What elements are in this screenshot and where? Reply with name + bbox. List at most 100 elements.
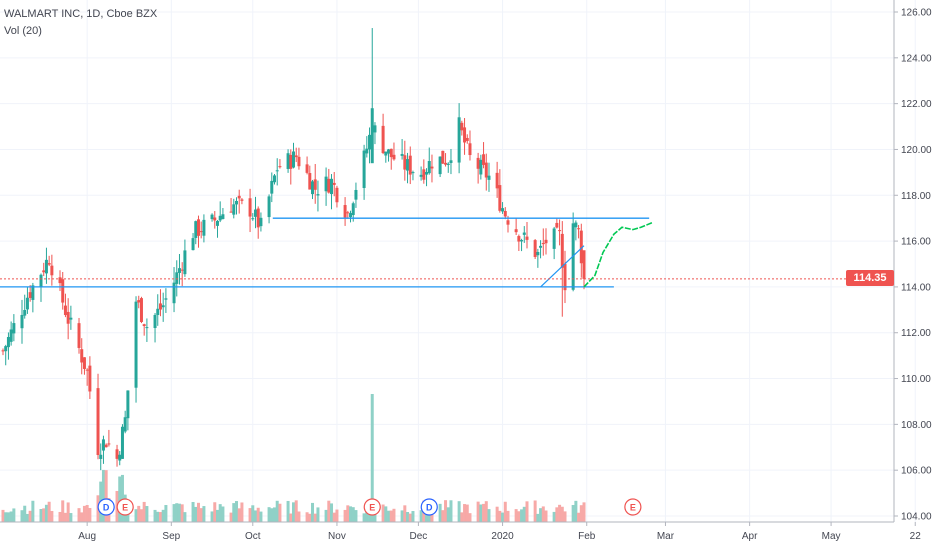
volume-bar bbox=[441, 510, 445, 522]
candle-body bbox=[248, 198, 252, 217]
volume-bar bbox=[316, 507, 320, 522]
volume-bar bbox=[137, 505, 141, 522]
candle-body bbox=[164, 298, 168, 300]
candle-body bbox=[457, 117, 461, 163]
candle-body bbox=[229, 211, 233, 213]
volume-bar bbox=[66, 502, 70, 522]
candle-body bbox=[183, 250, 187, 275]
forecast-line[interactable] bbox=[583, 222, 653, 288]
volume-bar bbox=[327, 500, 331, 522]
volume-bar bbox=[273, 507, 276, 522]
volume-bar bbox=[44, 504, 48, 522]
volume-bar bbox=[61, 500, 65, 522]
candle-body bbox=[142, 324, 146, 327]
earnings-marker[interactable] bbox=[116, 498, 134, 516]
volume-bar bbox=[275, 500, 279, 522]
candle-body bbox=[560, 233, 564, 268]
volume-bar bbox=[313, 513, 317, 522]
volume-bar bbox=[213, 502, 217, 522]
candle-body bbox=[297, 156, 301, 167]
volume-bar bbox=[506, 510, 510, 522]
candle-body bbox=[406, 159, 410, 171]
event-marker-label: D bbox=[103, 503, 110, 513]
volume-bar bbox=[387, 510, 391, 522]
volume-bar bbox=[210, 511, 214, 522]
y-tick-label: 104.00 bbox=[901, 512, 932, 523]
volume-bar bbox=[145, 506, 149, 522]
volume-bar bbox=[82, 505, 86, 522]
candle-body bbox=[582, 250, 586, 279]
earnings-marker[interactable] bbox=[363, 498, 381, 516]
candle-body bbox=[96, 388, 100, 456]
candle-body bbox=[403, 155, 407, 170]
candle-body bbox=[522, 232, 526, 235]
candle-body bbox=[362, 150, 366, 189]
candle-body bbox=[289, 154, 293, 169]
volume-bar bbox=[118, 476, 122, 522]
earnings-marker[interactable] bbox=[624, 498, 642, 516]
candle-body bbox=[99, 454, 103, 459]
candle-body bbox=[313, 179, 317, 190]
volume-bar bbox=[525, 501, 529, 522]
volume-bar bbox=[20, 510, 24, 522]
candle-body bbox=[240, 199, 244, 201]
y-tick-label: 122.00 bbox=[901, 99, 932, 110]
volume-bar bbox=[533, 500, 537, 522]
volume-bar bbox=[1, 509, 5, 522]
volume-bar bbox=[484, 501, 488, 522]
candle-body bbox=[221, 214, 225, 219]
volume-bar bbox=[539, 508, 543, 522]
support-resistance-lines[interactable] bbox=[0, 217, 894, 288]
candle-body bbox=[270, 180, 274, 194]
candle-body bbox=[118, 454, 122, 461]
x-tick-label: Feb bbox=[578, 531, 596, 542]
candle-body bbox=[487, 175, 491, 180]
candle-body bbox=[327, 178, 331, 193]
x-tick-label: Nov bbox=[328, 531, 346, 542]
volume-bar bbox=[161, 509, 165, 522]
volume-bar bbox=[248, 508, 252, 522]
volume-bar bbox=[457, 501, 461, 522]
volume-bar bbox=[50, 510, 54, 522]
candle-body bbox=[498, 185, 502, 211]
volume-bar bbox=[234, 501, 238, 522]
volume-bar bbox=[88, 507, 92, 522]
volume-bar bbox=[389, 510, 393, 522]
candle-body bbox=[123, 417, 127, 432]
candle-body bbox=[558, 230, 562, 232]
volume-bar bbox=[351, 507, 355, 522]
volume-bar bbox=[400, 510, 404, 522]
candle-body bbox=[381, 125, 385, 154]
candle-body bbox=[210, 214, 214, 220]
candle-body bbox=[292, 151, 296, 168]
candle-body bbox=[419, 174, 423, 177]
candle-body bbox=[311, 181, 315, 195]
candle-body bbox=[61, 279, 65, 303]
candle-body bbox=[286, 153, 290, 169]
y-tick-label: 106.00 bbox=[901, 466, 932, 477]
candle-body bbox=[50, 265, 54, 276]
volume-bar bbox=[39, 509, 43, 522]
candle-body bbox=[172, 282, 176, 304]
candle-body bbox=[28, 292, 32, 299]
forecast-path[interactable] bbox=[583, 222, 653, 288]
volume-bar bbox=[69, 513, 73, 522]
event-marker-label: E bbox=[369, 503, 375, 513]
volume-bar bbox=[259, 511, 263, 522]
volume-bar bbox=[175, 503, 179, 522]
volume-bar bbox=[563, 511, 567, 522]
candle-body bbox=[175, 272, 179, 284]
candle-body bbox=[305, 164, 309, 173]
dividend-marker[interactable] bbox=[97, 498, 115, 516]
y-tick-label: 108.00 bbox=[901, 420, 932, 431]
volume-bar bbox=[517, 511, 521, 522]
trend-line[interactable] bbox=[540, 245, 585, 288]
volume-bar bbox=[267, 507, 271, 522]
candle-body bbox=[9, 329, 13, 342]
volume-bar bbox=[460, 512, 464, 522]
dividend-marker[interactable] bbox=[420, 498, 438, 516]
candle-body bbox=[533, 240, 537, 257]
volume-bar bbox=[343, 509, 347, 522]
